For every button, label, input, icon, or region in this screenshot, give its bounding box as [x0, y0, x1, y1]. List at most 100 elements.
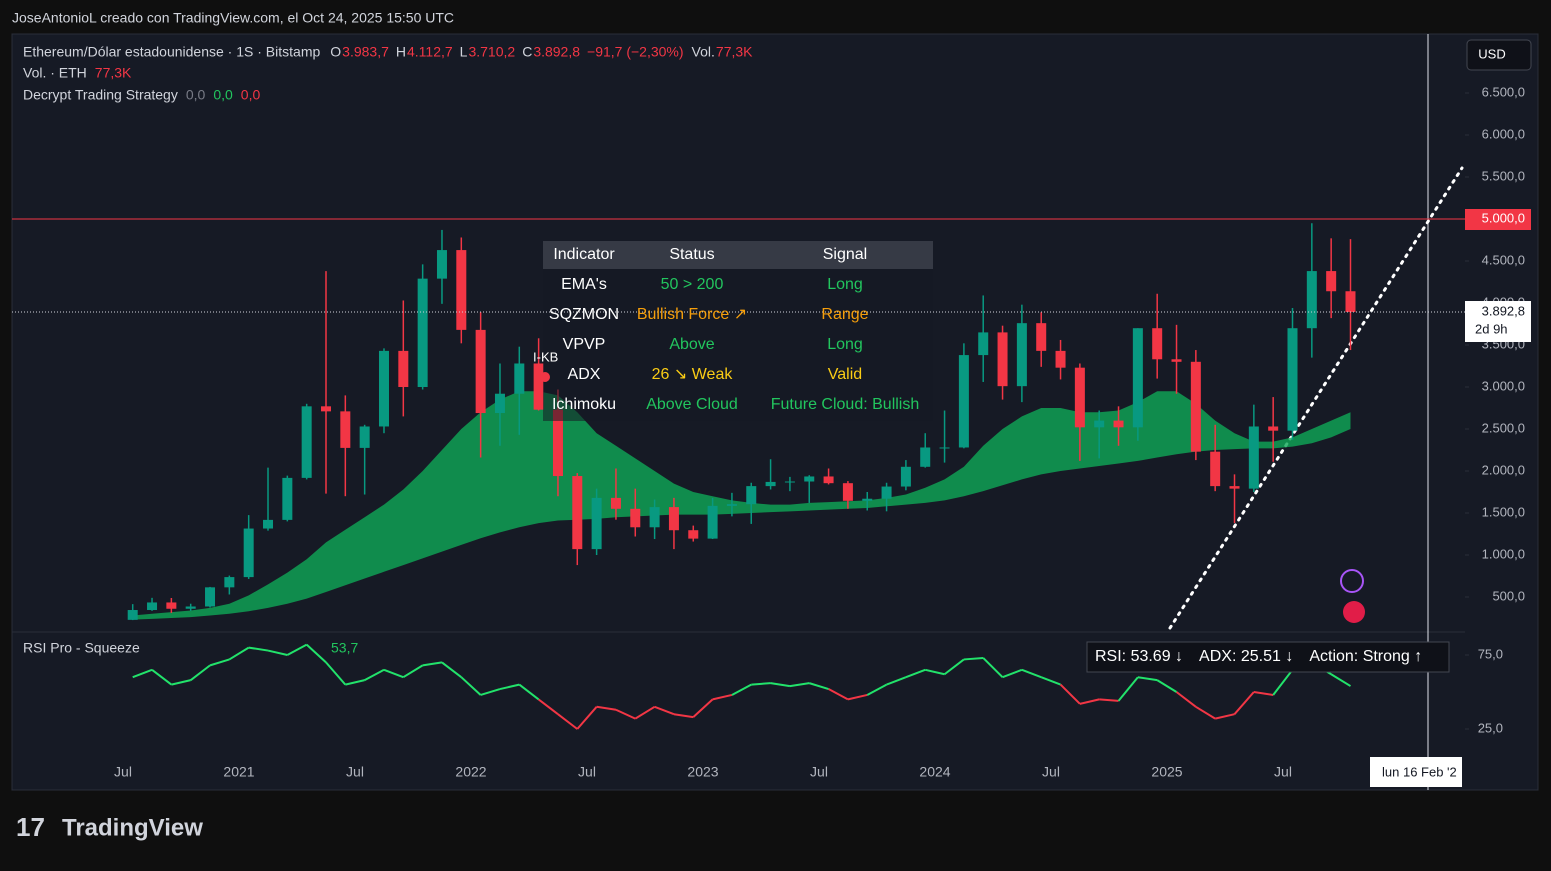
- table-cell: ADX: [568, 366, 601, 383]
- table-cell: Long: [827, 276, 863, 293]
- table-bg: [543, 269, 933, 421]
- candle-body: [746, 486, 757, 505]
- rsi-segment: [422, 661, 443, 667]
- rsi-segment: [673, 713, 694, 719]
- time-label: Jul: [1274, 764, 1292, 780]
- table-cell: Above Cloud: [646, 396, 738, 413]
- trend-line: [1168, 166, 1464, 630]
- table-header: Status: [669, 246, 714, 263]
- table-cell: SQZMON: [549, 306, 619, 323]
- symbol: Ethereum/Dólar estadounidense · 1S · Bit…: [23, 44, 320, 60]
- table-header-bg: [543, 241, 933, 269]
- strategy-value: 0,0: [186, 87, 206, 103]
- rsi-segment: [1099, 698, 1119, 702]
- candle-body: [1132, 328, 1143, 428]
- event-icon[interactable]: [1343, 601, 1365, 623]
- table-cell: EMA's: [561, 276, 607, 293]
- rsi-legend-value: 53,7: [331, 640, 358, 656]
- alert-icon[interactable]: [1340, 569, 1364, 593]
- candle-body: [1036, 323, 1047, 351]
- price-tick-label: 1.000,0: [1482, 546, 1525, 561]
- rsi-segment: [1156, 679, 1178, 693]
- ohlc-value: 3.983,7: [342, 44, 389, 60]
- candle-body: [243, 528, 254, 578]
- rsi-segment: [982, 657, 1004, 678]
- rsi-segment: [480, 688, 501, 696]
- candle-body: [649, 507, 660, 528]
- candle-body: [920, 447, 931, 467]
- candle-body: [707, 505, 718, 539]
- rsi-segment: [1214, 713, 1235, 720]
- rsi-segment: [460, 676, 482, 696]
- table-header: Signal: [823, 246, 867, 263]
- rsi-tick-label: 25,0: [1478, 720, 1503, 735]
- rsi-segment: [886, 676, 907, 686]
- marker-dot: [540, 372, 550, 382]
- rsi-segment: [731, 683, 752, 696]
- candle-body: [456, 250, 467, 330]
- price-tick-label: 6.500,0: [1482, 84, 1525, 99]
- alert-box: [1465, 209, 1531, 230]
- rsi-title: RSI Pro - Squeeze: [23, 640, 140, 656]
- rsi-segment: [1330, 673, 1352, 687]
- currency-button[interactable]: [1466, 39, 1532, 71]
- rsi-segment: [1002, 668, 1023, 679]
- rsi-segment: [808, 682, 829, 690]
- rsi-segment: [383, 668, 404, 679]
- table-cell: Above: [669, 336, 714, 353]
- candle-body: [185, 606, 196, 609]
- candle-body: [862, 498, 873, 501]
- volume-value: 77,3K: [95, 65, 132, 81]
- table-cell: VPVP: [563, 336, 606, 353]
- rsi-segment: [248, 646, 269, 652]
- status-item: ADX: 25.51 ↓: [1199, 648, 1293, 665]
- rsi-segment: [1233, 691, 1255, 715]
- rsi-segment: [171, 679, 191, 686]
- alert-label: 5.000,0: [1482, 210, 1525, 225]
- rsi-segment: [267, 649, 288, 656]
- time-label: Jul: [578, 764, 596, 780]
- candle-body: [494, 393, 505, 414]
- candle-body: [205, 587, 216, 607]
- ohlc-value: 3.710,2: [468, 44, 515, 60]
- marker-label: I-KB: [533, 349, 558, 364]
- candle-body: [881, 486, 892, 499]
- table-cell: 50 > 200: [661, 276, 724, 293]
- rsi-segment: [847, 693, 868, 701]
- rsi-segment: [1253, 691, 1274, 696]
- candle-body: [958, 355, 969, 448]
- rsi-segment: [963, 656, 984, 661]
- candle-body: [1248, 426, 1259, 489]
- candle-body: [475, 329, 486, 414]
- ohlc-value: 3.892,8: [533, 44, 580, 60]
- rsi-segment: [789, 682, 810, 688]
- ohlc-key: L: [460, 44, 468, 60]
- currency[interactable]: USD: [1478, 46, 1505, 61]
- date-box: [1370, 757, 1462, 787]
- candle-body: [1190, 361, 1201, 452]
- rsi-segment: [538, 698, 559, 715]
- candle-body: [224, 577, 235, 588]
- table-cell: Range: [821, 306, 868, 323]
- price-tick-label: 4.500,0: [1482, 252, 1525, 267]
- candle-body: [321, 406, 331, 412]
- candle-body: [765, 481, 776, 487]
- candle-body: [533, 363, 544, 410]
- price-tick-label: 6.000,0: [1482, 126, 1525, 141]
- candle-body: [572, 476, 583, 550]
- candle-body: [688, 530, 699, 539]
- candle-body: [610, 497, 621, 509]
- candle-body: [301, 406, 312, 478]
- price-tick-label: 1.500,0: [1482, 504, 1525, 519]
- rsi-segment: [402, 664, 424, 679]
- rsi-segment: [1117, 676, 1139, 702]
- rsi-segment: [132, 668, 153, 679]
- candle-body: [1094, 420, 1105, 428]
- volume-legend: Vol. · ETH: [23, 65, 87, 81]
- candle-body: [1171, 359, 1182, 362]
- candle-body: [1326, 271, 1337, 292]
- candle-body: [804, 476, 815, 482]
- status-item: Action: Strong ↑: [1309, 648, 1422, 665]
- ohlc-key: H: [396, 44, 406, 60]
